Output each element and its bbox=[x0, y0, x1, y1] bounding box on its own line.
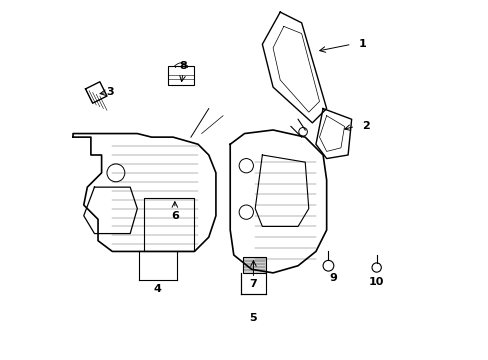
Text: 7: 7 bbox=[249, 279, 257, 289]
Text: 5: 5 bbox=[249, 312, 257, 323]
Text: 2: 2 bbox=[361, 121, 369, 131]
Text: 1: 1 bbox=[358, 39, 366, 49]
Bar bbox=[167, 66, 194, 85]
Text: 9: 9 bbox=[329, 273, 337, 283]
Text: 8: 8 bbox=[179, 61, 186, 71]
Text: 6: 6 bbox=[170, 211, 179, 221]
Bar bbox=[242, 257, 265, 273]
Text: 3: 3 bbox=[106, 87, 114, 98]
Text: 10: 10 bbox=[368, 277, 384, 287]
Text: 4: 4 bbox=[153, 284, 161, 294]
